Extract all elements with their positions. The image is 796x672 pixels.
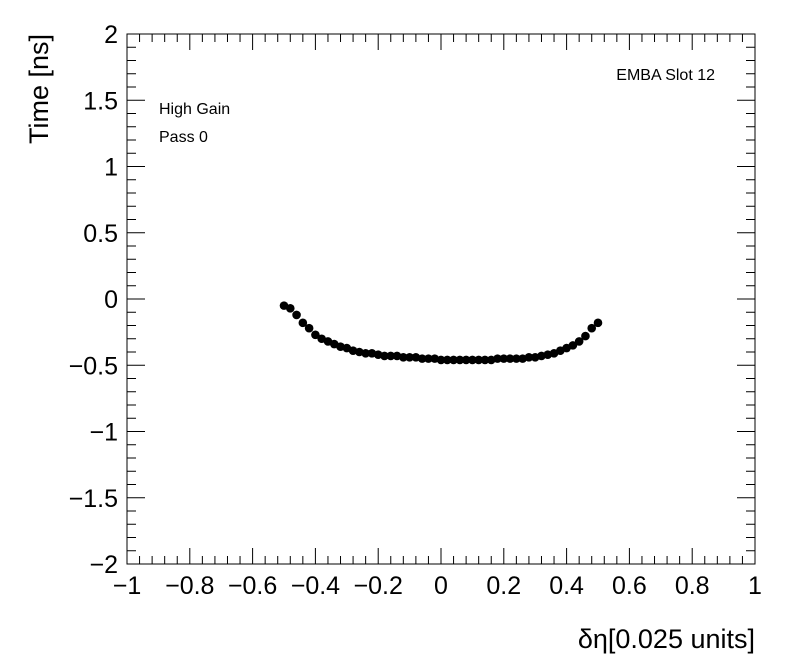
x-tick-label: −1 xyxy=(113,572,142,600)
x-tick-label: 0.4 xyxy=(549,572,584,600)
data-point xyxy=(292,310,301,320)
x-axis-title: δη[0.025 units] xyxy=(578,624,755,654)
y-axis-title: Time [ns] xyxy=(24,34,54,144)
data-point xyxy=(311,330,320,340)
data-point xyxy=(399,353,408,362)
x-tick-label: 0.6 xyxy=(612,572,647,600)
data-points xyxy=(279,301,603,365)
x-tick-label: 0.2 xyxy=(486,572,521,600)
data-point xyxy=(474,355,483,365)
data-point xyxy=(468,355,477,365)
data-point xyxy=(285,303,295,313)
x-tick-label: 0.8 xyxy=(675,572,710,600)
y-tick-label: −1 xyxy=(89,419,118,447)
data-point xyxy=(587,323,597,333)
data-point xyxy=(442,355,452,365)
y-tick-label: −2 xyxy=(89,551,118,579)
data-point xyxy=(380,351,389,361)
x-tick-label: −0.8 xyxy=(165,572,214,600)
x-tick-label: 1 xyxy=(748,572,762,600)
pass-label: Pass 0 xyxy=(159,129,208,146)
x-tick-label: −0.6 xyxy=(228,572,277,600)
x-tick-label: 0 xyxy=(434,572,448,600)
data-point xyxy=(593,318,603,328)
data-point xyxy=(298,318,308,328)
data-point xyxy=(493,354,502,363)
y-tick-label: 2 xyxy=(104,21,118,49)
data-point xyxy=(405,353,414,362)
axis-ticks xyxy=(126,33,756,565)
data-point xyxy=(455,355,465,365)
data-point xyxy=(581,331,590,341)
data-point xyxy=(436,355,446,365)
data-point xyxy=(461,355,471,365)
data-point xyxy=(424,354,433,363)
data-point xyxy=(505,354,515,363)
y-tick-label: 0.5 xyxy=(83,220,118,248)
data-point xyxy=(417,354,427,363)
axis-tick-labels: −1 −0.8 −0.6 −0.4 −0.2 0 0.2 0.4 0.6 0.8 1 −2 −1.5 −1… xyxy=(69,21,762,600)
data-point xyxy=(449,355,458,365)
data-point xyxy=(480,355,490,365)
data-point xyxy=(304,323,314,333)
y-tick-label: −1.5 xyxy=(69,485,118,513)
gain-label: High Gain xyxy=(159,101,230,118)
x-tick-label: −0.2 xyxy=(354,572,403,600)
data-point xyxy=(386,351,396,361)
y-tick-label: 1.5 xyxy=(83,87,118,115)
data-point xyxy=(499,354,509,363)
data-point xyxy=(524,353,534,362)
data-point xyxy=(512,354,521,363)
y-tick-label: 0 xyxy=(104,286,118,314)
data-point xyxy=(574,337,584,346)
y-tick-label: −0.5 xyxy=(69,352,118,380)
x-tick-label: −0.4 xyxy=(291,572,340,600)
slot-label: EMBA Slot 12 xyxy=(616,67,715,84)
data-point xyxy=(568,341,578,350)
y-tick-label: 1 xyxy=(104,154,118,182)
data-point xyxy=(361,349,370,358)
